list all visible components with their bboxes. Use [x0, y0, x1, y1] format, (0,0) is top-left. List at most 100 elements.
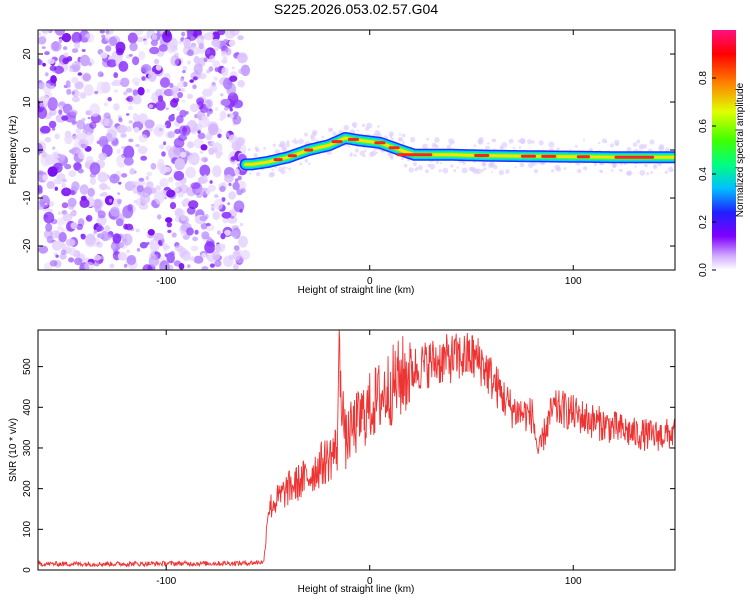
noise-blob	[224, 229, 232, 236]
spectrogram-xtick-label: 100	[565, 276, 582, 287]
noise-blob	[194, 229, 199, 235]
noise-blob	[42, 62, 46, 67]
noise-blob	[50, 85, 55, 89]
ridge-halo	[490, 171, 493, 174]
noise-blob	[61, 182, 66, 188]
ridge-halo	[389, 135, 393, 139]
noise-blob	[82, 37, 89, 43]
noise-blob	[149, 46, 160, 55]
noise-blob	[116, 154, 127, 168]
spectrogram-xtick-label: 0	[367, 276, 373, 287]
noise-blob	[128, 120, 133, 124]
noise-blob	[123, 91, 128, 96]
ridge-halo	[249, 172, 252, 175]
ridge-halo	[401, 133, 406, 138]
ridge-halo	[429, 163, 436, 170]
noise-blob	[80, 233, 85, 238]
noise-blob	[65, 238, 76, 247]
ridge-halo	[403, 163, 408, 168]
ridge-halo	[619, 169, 623, 172]
noise-blob	[133, 199, 138, 204]
noise-blob	[180, 87, 186, 93]
noise-blob	[181, 99, 186, 103]
noise-blob	[232, 115, 242, 125]
noise-blob	[71, 31, 82, 44]
noise-blob	[66, 88, 72, 95]
noise-blob	[150, 162, 157, 170]
noise-blob	[203, 57, 208, 62]
noise-blob	[132, 94, 142, 105]
noise-blob	[71, 181, 80, 192]
noise-blob	[68, 170, 77, 178]
noise-blob	[48, 208, 53, 213]
noise-blob	[157, 214, 162, 220]
colorbar-label: Normalized spectral amplitude	[735, 82, 746, 217]
ridge-halo	[253, 153, 258, 158]
noise-blob	[81, 72, 92, 83]
noise-blob	[150, 249, 155, 255]
noise-blob	[204, 241, 216, 254]
noise-blob	[126, 254, 137, 266]
noise-blob	[166, 222, 172, 228]
noise-blob	[220, 50, 227, 57]
noise-blob	[138, 134, 148, 143]
snr-frame	[37, 329, 676, 571]
noise-blob	[144, 119, 155, 129]
noise-blob	[132, 89, 139, 97]
noise-blob	[126, 113, 130, 116]
noise-blob	[70, 190, 76, 196]
noise-blob	[203, 32, 214, 41]
noise-blob	[234, 99, 244, 108]
ridge-halo	[653, 164, 657, 168]
noise-blob	[93, 229, 98, 233]
noise-blob	[157, 100, 163, 106]
noise-blob	[212, 250, 221, 261]
ridge-halo	[408, 167, 414, 173]
ridge-halo	[615, 142, 619, 147]
ridge-halo	[299, 162, 303, 166]
noise-blob	[71, 48, 78, 53]
ridge-halo	[589, 147, 593, 152]
noise-blob	[220, 98, 231, 107]
noise-blob	[68, 247, 77, 256]
noise-blob	[68, 257, 75, 263]
noise-blob	[190, 182, 201, 190]
noise-blob	[38, 32, 42, 37]
noise-blob	[198, 42, 204, 50]
ridge-halo	[593, 162, 597, 167]
noise-blob	[205, 222, 211, 227]
ridge-halo	[414, 167, 419, 172]
ridge-halo	[434, 137, 440, 143]
colorbar-gradient	[712, 30, 736, 270]
noise-blob	[139, 241, 148, 249]
noise-blob	[170, 55, 180, 67]
ridge-halo	[493, 148, 496, 150]
noise-blob	[229, 75, 238, 82]
noise-blob	[167, 229, 172, 233]
noise-blob	[138, 177, 145, 182]
noise-blob	[46, 235, 54, 244]
noise-blob	[118, 181, 122, 185]
ridge-halo	[484, 145, 491, 151]
ridge-halo	[626, 146, 632, 152]
ridge-halo	[417, 165, 423, 171]
noise-blob	[108, 36, 118, 47]
noise-blob	[190, 36, 195, 41]
noise-blob	[192, 236, 199, 242]
noise-blob	[83, 84, 94, 96]
noise-blob	[178, 125, 188, 136]
ridge-halo	[277, 166, 283, 172]
noise-blob	[126, 249, 130, 254]
noise-blob	[159, 164, 168, 175]
noise-blob	[145, 176, 150, 181]
noise-blob	[100, 52, 108, 59]
noise-blob	[230, 230, 239, 238]
noise-blob	[189, 256, 196, 262]
noise-blob	[212, 211, 221, 221]
noise-blob	[136, 185, 144, 193]
noise-blob	[186, 30, 195, 35]
ridge-halo	[532, 164, 535, 167]
noise-blob	[237, 35, 244, 41]
noise-blob	[218, 184, 222, 187]
